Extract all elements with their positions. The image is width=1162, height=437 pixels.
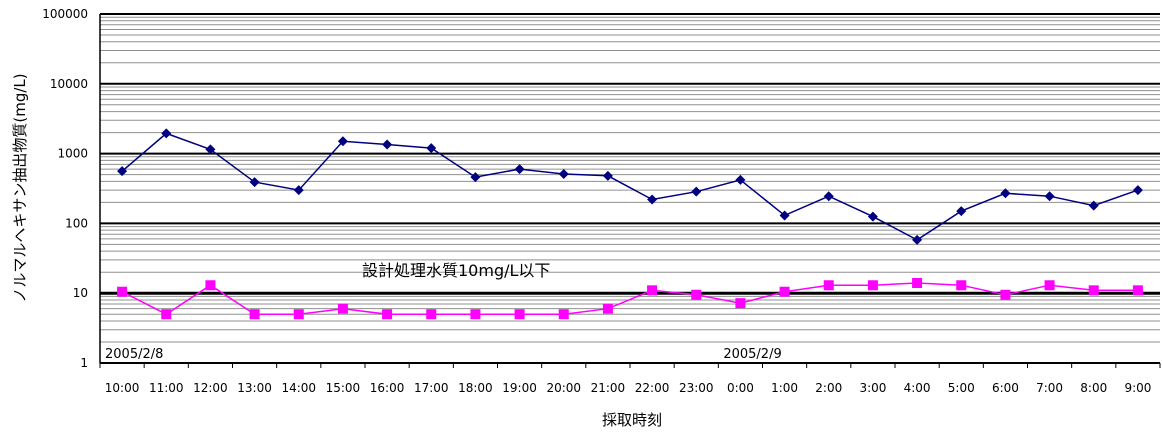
data-point — [470, 309, 481, 320]
data-point — [1088, 285, 1099, 296]
data-point — [337, 136, 348, 147]
x-tick-label: 3:00 — [859, 381, 886, 395]
x-tick-label: 17:00 — [414, 381, 449, 395]
data-point — [161, 309, 172, 320]
y-axis-title: ノルマルヘキサン抽出物質(mg/L) — [11, 73, 29, 302]
x-tick-label: 6:00 — [992, 381, 1019, 395]
data-point — [1000, 289, 1011, 300]
x-tick-label: 19:00 — [502, 381, 537, 395]
data-point — [779, 286, 790, 297]
x-tick-label: 10:00 — [105, 381, 140, 395]
data-point — [912, 278, 923, 289]
date-labels: 2005/2/8 2005/2/9 — [105, 347, 782, 362]
x-tick-label: 20:00 — [546, 381, 581, 395]
x-axis-title: 採取時刻 — [602, 411, 662, 429]
y-tick-label: 10000 — [50, 77, 88, 91]
y-tick-label: 100000 — [42, 7, 88, 21]
y-tick-label: 100 — [65, 216, 88, 230]
x-tick-label: 14:00 — [281, 381, 316, 395]
data-point — [382, 309, 393, 320]
data-point — [691, 289, 702, 300]
data-point — [1132, 185, 1143, 196]
data-point — [1044, 280, 1055, 291]
x-tick-label: 7:00 — [1036, 381, 1063, 395]
x-tick-label: 11:00 — [149, 381, 184, 395]
data-point — [867, 280, 878, 291]
data-point — [602, 170, 613, 181]
x-tick-label: 9:00 — [1124, 381, 1151, 395]
data-point — [249, 309, 260, 320]
data-point — [161, 128, 172, 139]
axes — [99, 14, 1161, 368]
data-point — [470, 172, 481, 183]
data-point — [691, 186, 702, 197]
data-point — [735, 174, 746, 185]
x-tick-label: 4:00 — [904, 381, 931, 395]
x-tick-label: 21:00 — [591, 381, 626, 395]
x-tick-label: 16:00 — [370, 381, 405, 395]
x-tick-label: 2:00 — [815, 381, 842, 395]
data-point — [205, 280, 216, 291]
data-point — [1132, 285, 1143, 296]
data-point — [117, 166, 128, 177]
date-label: 2005/2/8 — [105, 347, 163, 362]
x-tick-label: 15:00 — [326, 381, 361, 395]
data-point — [558, 169, 569, 180]
x-tick-labels: 10:00 11:00 12:00 13:00 14:00 15:00 16:00 17:00… — [105, 381, 1152, 395]
data-point — [249, 177, 260, 188]
data-point — [602, 303, 613, 314]
data-point — [117, 286, 128, 297]
data-point — [647, 194, 658, 205]
series-1 — [117, 128, 1143, 245]
x-tick-label: 5:00 — [948, 381, 975, 395]
data-point — [205, 144, 216, 155]
y-tick-labels: 1 10 100 1000 10000 100000 — [42, 7, 88, 370]
y-tick-label: 10 — [73, 286, 88, 300]
data-point — [426, 309, 437, 320]
y-tick-label: 1000 — [57, 147, 88, 161]
data-point — [558, 309, 569, 320]
data-point — [337, 303, 348, 314]
data-point — [956, 206, 967, 217]
x-tick-label: 1:00 — [771, 381, 798, 395]
data-point — [823, 191, 834, 202]
data-point — [823, 280, 834, 291]
x-tick-label: 18:00 — [458, 381, 493, 395]
x-tick-label: 23:00 — [679, 381, 714, 395]
data-point — [1000, 188, 1011, 199]
x-tick-label: 8:00 — [1080, 381, 1107, 395]
data-point — [779, 210, 790, 221]
series-line — [121, 282, 1138, 316]
data-point — [293, 185, 304, 196]
data-point — [293, 309, 304, 320]
data-point — [514, 309, 525, 320]
x-tick-label: 0:00 — [727, 381, 754, 395]
grid-lines — [100, 16, 1160, 343]
date-label: 2005/2/9 — [723, 347, 781, 362]
data-point — [867, 211, 878, 222]
data-point — [956, 280, 967, 291]
x-tick-label: 12:00 — [193, 381, 228, 395]
y-tick-label: 1 — [80, 356, 88, 370]
series-2 — [117, 278, 1143, 320]
series-line — [121, 132, 1139, 241]
data-point — [1088, 200, 1099, 211]
data-point — [426, 143, 437, 154]
data-point — [1044, 191, 1055, 202]
data-point — [647, 285, 658, 296]
data-point — [382, 139, 393, 150]
data-point — [912, 234, 923, 245]
data-point — [735, 298, 746, 309]
x-tick-label: 13:00 — [237, 381, 272, 395]
data-point — [514, 164, 525, 175]
x-tick-label: 22:00 — [635, 381, 670, 395]
reference-line-label: 設計処理水質10mg/L以下 — [362, 261, 550, 280]
series — [117, 128, 1143, 320]
